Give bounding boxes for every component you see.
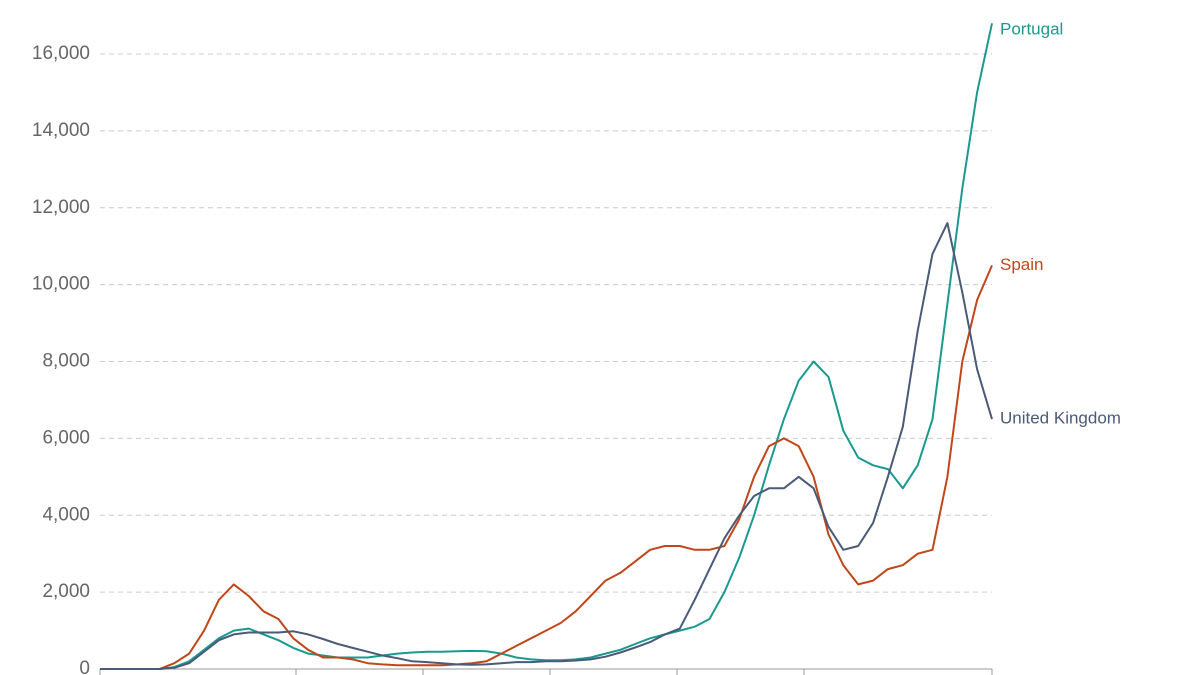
series-label: Spain [1000,255,1043,274]
y-tick-label: 2,000 [42,581,90,602]
y-tick-label: 0 [79,658,90,675]
series-label: United Kingdom [1000,409,1121,428]
x-axis-ticks [99,669,993,675]
line-series [100,265,993,670]
y-tick-label: 14,000 [32,120,90,141]
y-tick-label: 4,000 [42,504,90,525]
y-tick-label: 8,000 [42,351,90,372]
y-tick-label: 10,000 [32,274,90,295]
line-series [100,23,993,670]
y-tick-label: 6,000 [42,427,90,448]
line-series [100,222,993,670]
y-tick-label: 12,000 [32,197,90,218]
series-label: Portugal [1000,19,1063,38]
y-tick-label: 16,000 [32,43,90,64]
